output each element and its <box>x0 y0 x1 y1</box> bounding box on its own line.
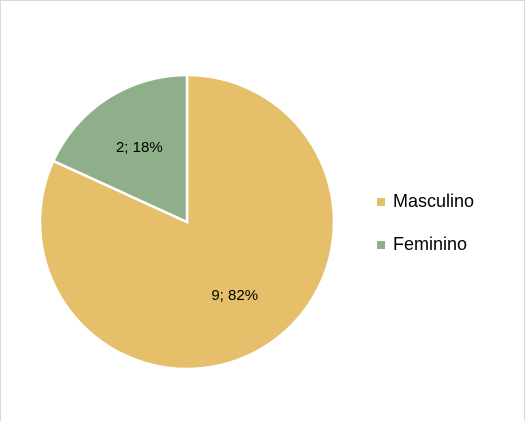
legend-swatch <box>377 198 385 206</box>
legend-label: Masculino <box>393 191 474 211</box>
data-label: 2; 18% <box>116 139 163 156</box>
data-label: 9; 82% <box>211 287 258 304</box>
legend-label: Feminino <box>393 234 467 254</box>
legend-swatch <box>377 241 385 249</box>
pie-slice <box>51 73 189 224</box>
